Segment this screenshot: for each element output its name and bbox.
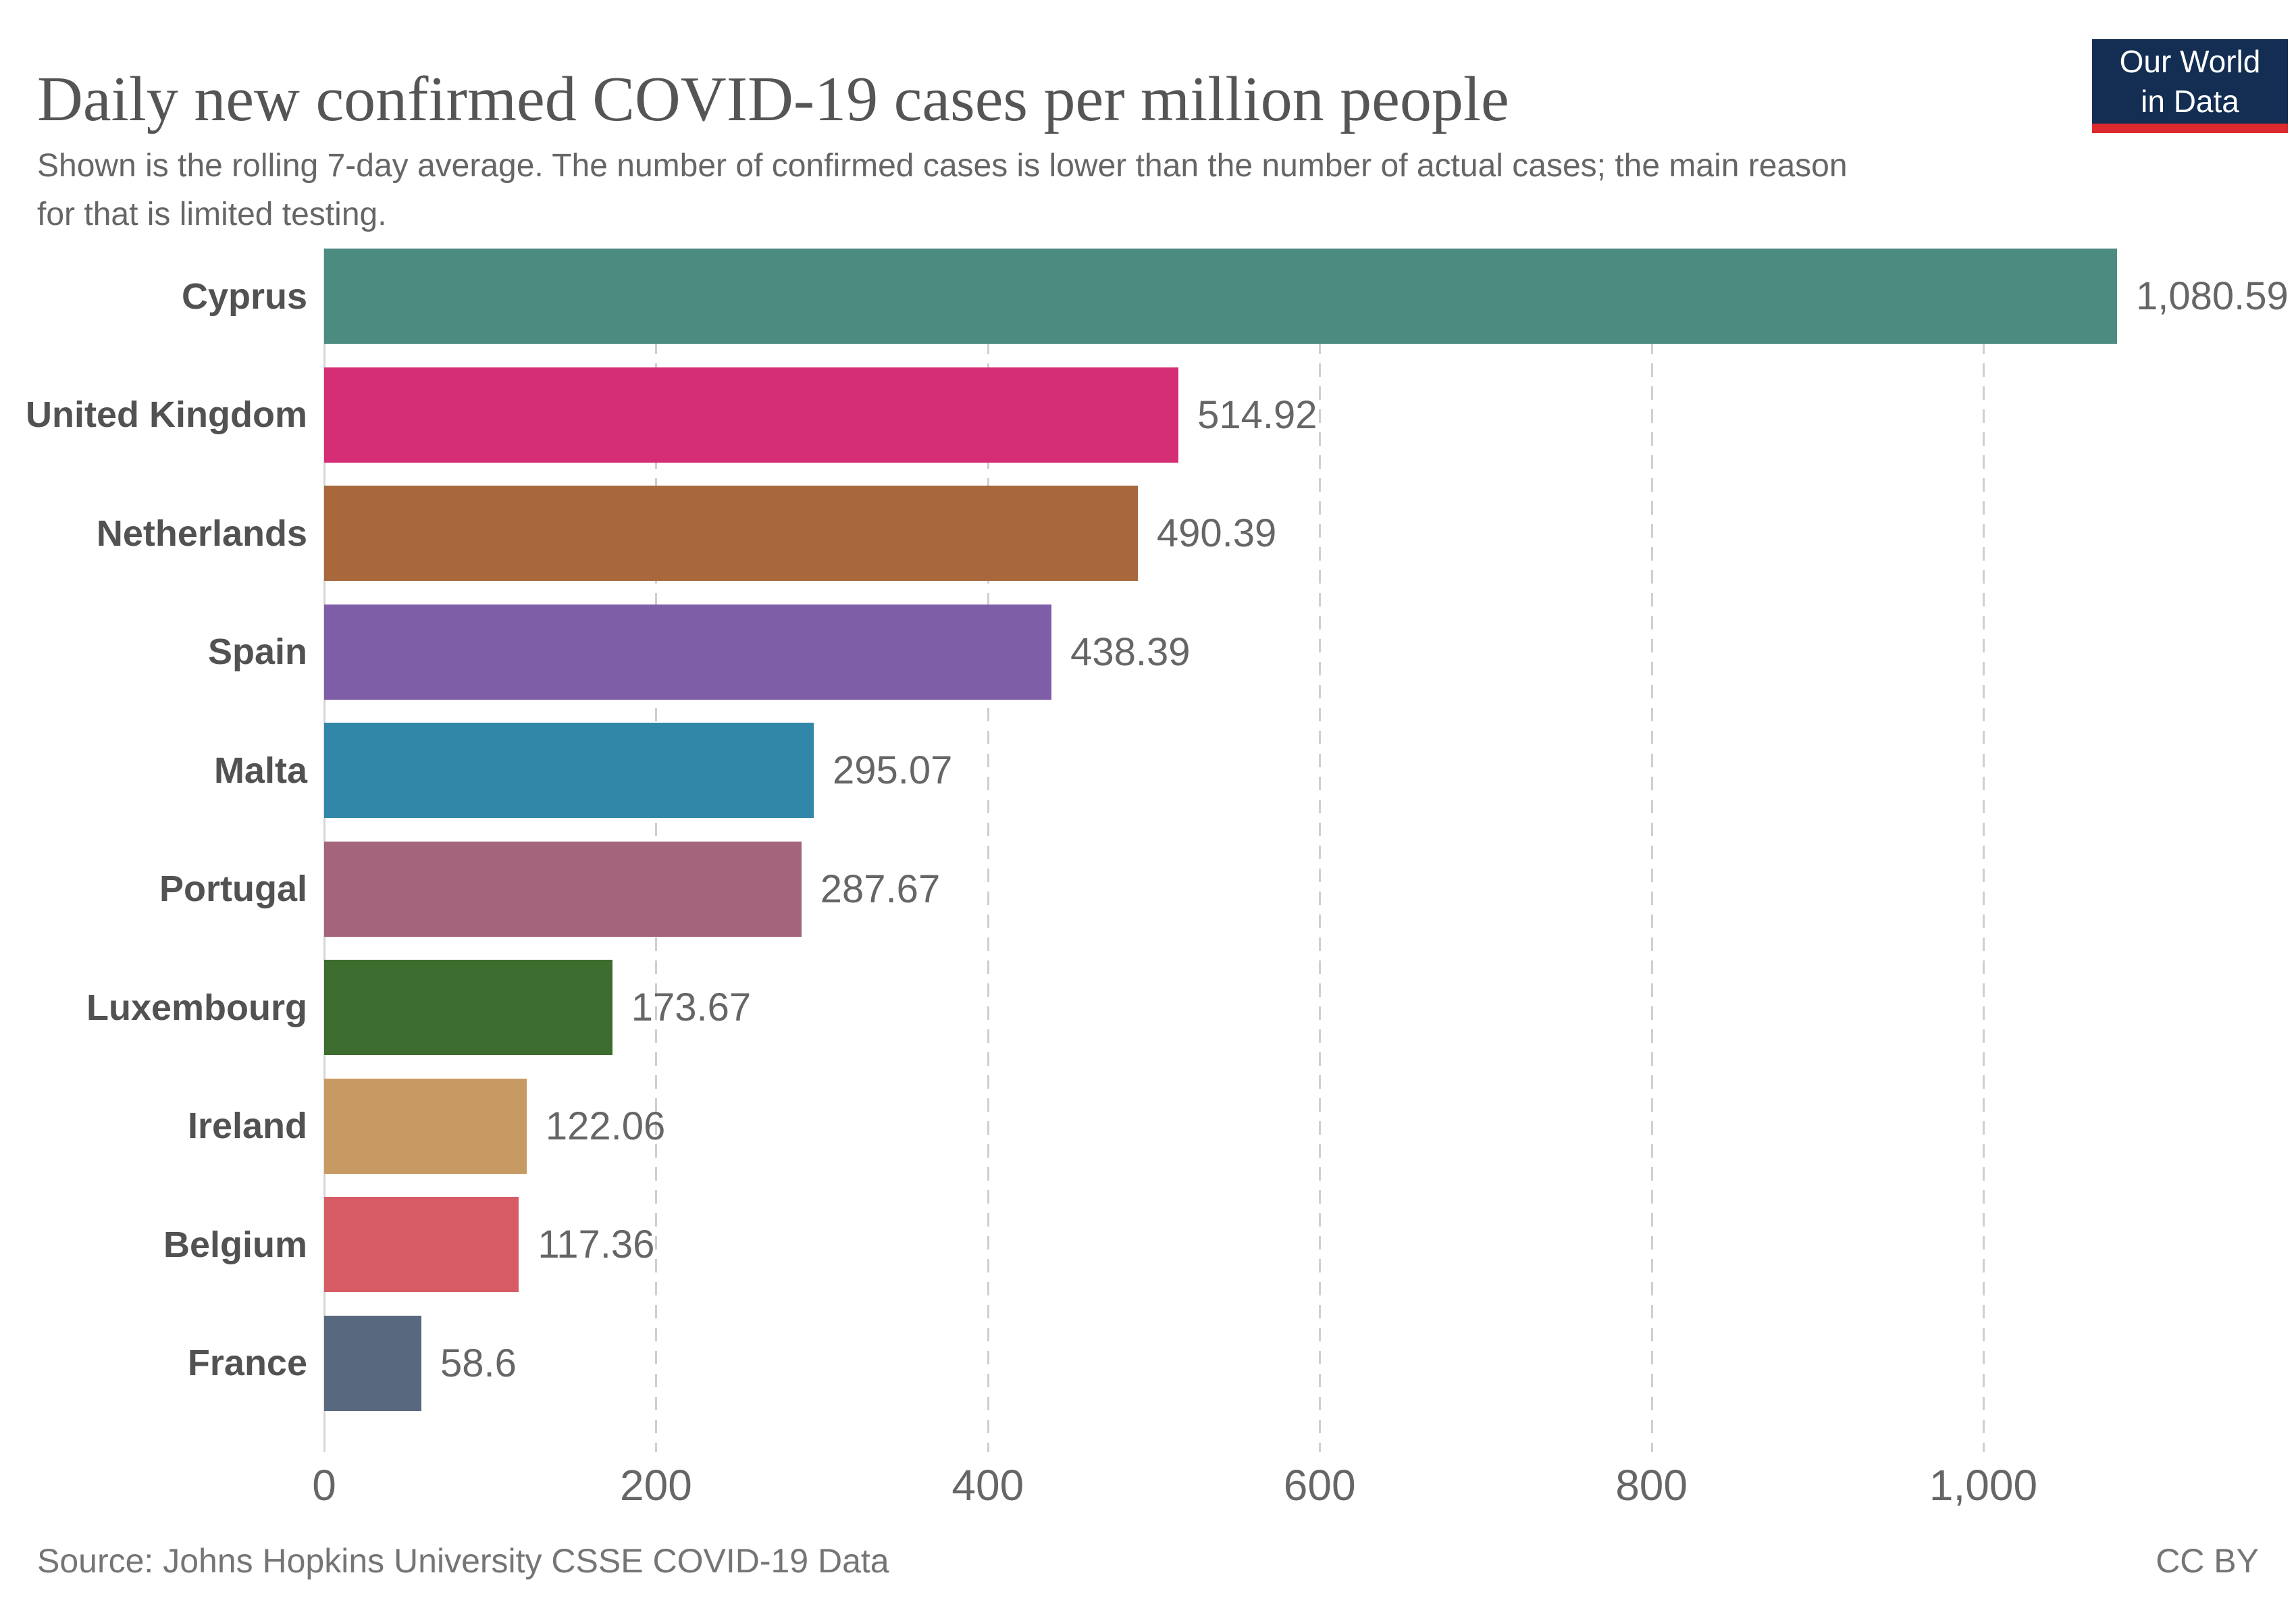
bar[interactable] [324,960,612,1055]
owid-logo-text: Our World in Data [2092,39,2288,124]
bar[interactable] [324,841,802,937]
country-label: Netherlands [96,513,307,554]
country-label: France [187,1343,307,1383]
value-label: 514.92 [1197,392,1317,437]
source-note: Source: Johns Hopkins University CSSE CO… [37,1542,889,1580]
x-tick-label: 0 [312,1461,336,1510]
gridline-800 [1650,249,1653,1452]
bar-row: Cyprus 1,080.59 [0,249,2296,344]
bar[interactable] [324,249,2117,344]
bar[interactable] [324,486,1138,581]
bar-row: France 58.6 [0,1315,2296,1411]
bar-row: Netherlands 490.39 [0,486,2296,581]
bar[interactable] [324,723,814,818]
country-label: Ireland [187,1106,307,1146]
gridline-600 [1319,249,1322,1452]
bar[interactable] [324,1315,421,1411]
bar-row: Portugal 287.67 [0,841,2296,937]
page-title: Daily new confirmed COVID-19 cases per m… [37,63,1509,134]
value-label: 490.39 [1156,511,1277,555]
x-tick-label: 1,000 [1929,1461,2038,1510]
x-tick-label: 200 [620,1461,692,1510]
owid-logo-line2: in Data [2141,83,2239,119]
country-label: Portugal [159,869,307,909]
owid-logo: Our World in Data [2092,39,2288,133]
bar-chart-plot-area: Cyprus 1,080.59 United Kingdom 514.92 Nether… [0,249,2296,1452]
value-label: 438.39 [1070,629,1191,674]
country-label: Spain [207,632,307,672]
value-label: 173.67 [631,985,752,1029]
bar[interactable] [324,604,1052,700]
owid-logo-line1: Our World [2119,43,2261,79]
owid-logo-accent-bar [2092,124,2288,133]
country-label: Luxembourg [86,987,307,1028]
country-label: Belgium [163,1224,307,1265]
bar[interactable] [324,367,1179,463]
country-label: Cyprus [181,276,307,317]
x-tick-label: 400 [951,1461,1024,1510]
bar-row: Malta 295.07 [0,723,2296,818]
gridline-400 [987,249,989,1452]
x-tick-label: 600 [1283,1461,1356,1510]
chart-subtitle: Shown is the rolling 7-day average. The … [37,148,1848,232]
country-label: United Kingdom [26,394,307,435]
value-label: 122.06 [545,1104,666,1148]
value-label: 295.07 [832,748,953,792]
bar[interactable] [324,1197,519,1292]
bar-row: Belgium 117.36 [0,1197,2296,1292]
gridline-1,000 [1982,249,1985,1452]
value-label: 287.67 [820,867,941,911]
bar[interactable] [324,1078,527,1174]
bar-row: Ireland 122.06 [0,1078,2296,1174]
license-note: CC BY [2156,1542,2259,1580]
value-label: 58.6 [440,1341,517,1385]
x-tick-label: 800 [1615,1461,1688,1510]
value-label: 1,080.59 [2136,274,2289,318]
bar-row: Luxembourg 173.67 [0,960,2296,1055]
country-label: Malta [213,750,307,791]
bar-row: Spain 438.39 [0,604,2296,700]
value-label: 117.36 [538,1223,655,1266]
bar-row: United Kingdom 514.92 [0,367,2296,463]
